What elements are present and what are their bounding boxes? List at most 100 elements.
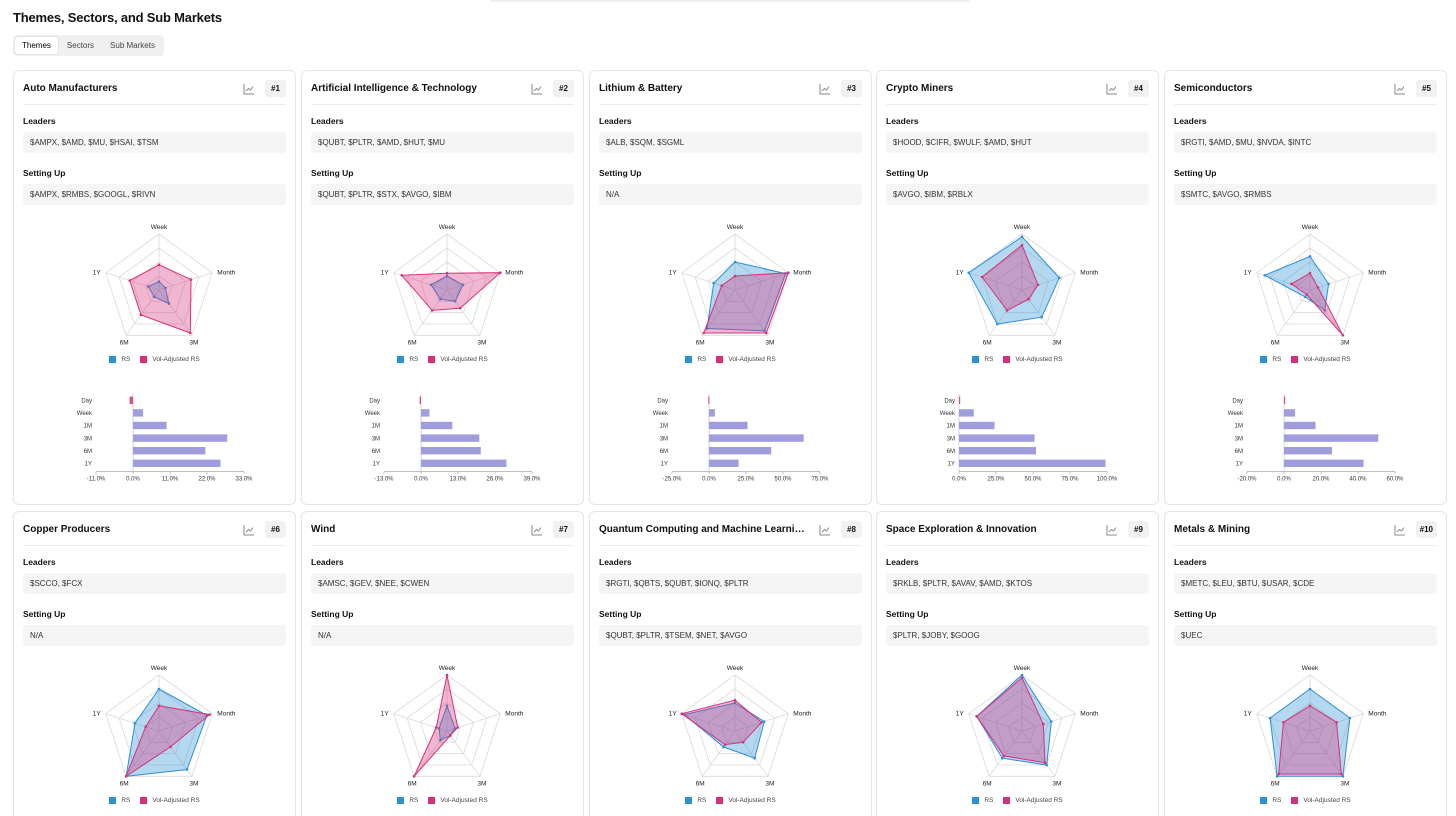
x-tick-label: 25.0% bbox=[737, 477, 755, 483]
rs-radar-point bbox=[1045, 763, 1048, 767]
card-header: Auto Manufacturers #1 bbox=[23, 79, 286, 105]
legend-rs[interactable]: RS bbox=[972, 356, 993, 363]
setting-up-tickers: $QUBT, $PLTR, $STX, $AVGO, $IBM bbox=[311, 184, 574, 205]
legend-vol-rs[interactable]: Vol-Adjusted RS bbox=[140, 356, 200, 363]
bar-category-label: 1M bbox=[660, 424, 668, 430]
theme-card[interactable]: Auto Manufacturers #1 Leaders $AMPX, $AM… bbox=[13, 70, 296, 505]
line-chart-icon[interactable] bbox=[242, 523, 256, 537]
line-chart-icon[interactable] bbox=[530, 82, 544, 96]
line-chart-icon[interactable] bbox=[1393, 82, 1407, 96]
radar-chart: Week Month 3M 6M 1Y bbox=[93, 665, 236, 787]
rs-bar-chart: Day Week 1M 3M 6M 1Y -13.0% 0.0% 13.0% 26.0% 39.0% bbox=[365, 394, 541, 483]
rs-radar-point bbox=[1341, 775, 1345, 778]
radar-legend: RS Vol-Adjusted RS bbox=[590, 356, 871, 363]
legend-vol-rs[interactable]: Vol-Adjusted RS bbox=[140, 797, 200, 804]
rs-radar-point bbox=[167, 302, 171, 305]
legend-vol-rs[interactable]: Vol-Adjusted RS bbox=[428, 797, 488, 804]
radar-axis-label: Month bbox=[217, 270, 235, 277]
line-chart-icon[interactable] bbox=[1105, 82, 1119, 96]
theme-card[interactable]: Artificial Intelligence & Technology #2 … bbox=[301, 70, 584, 505]
legend-rs[interactable]: RS bbox=[1260, 356, 1281, 363]
line-chart-icon[interactable] bbox=[818, 523, 832, 537]
legend-vol-rs[interactable]: Vol-Adjusted RS bbox=[1003, 797, 1063, 804]
radar-spoke bbox=[125, 730, 160, 777]
legend-rs[interactable]: RS bbox=[397, 356, 418, 363]
radar-spoke bbox=[105, 272, 160, 291]
legend-vol-rs[interactable]: Vol-Adjusted RS bbox=[716, 797, 776, 804]
line-chart-icon[interactable] bbox=[530, 523, 544, 537]
rank-badge: #1 bbox=[265, 80, 286, 97]
legend-rs[interactable]: RS bbox=[109, 356, 130, 363]
radar-axis-label: Month bbox=[793, 711, 811, 718]
bar-category-label: Week bbox=[653, 411, 669, 417]
rs-radar-point bbox=[439, 738, 442, 742]
theme-card[interactable]: Space Exploration & Innovation #9 Leader… bbox=[876, 511, 1159, 816]
rs-bar bbox=[419, 396, 421, 404]
vol-rs-radar-point bbox=[128, 279, 131, 282]
theme-card[interactable]: Semiconductors #5 Leaders $RGTI, $AMD, $… bbox=[1164, 70, 1447, 505]
card-title: Wind bbox=[311, 524, 336, 535]
legend-rs[interactable]: RS bbox=[685, 356, 706, 363]
legend-rs[interactable]: RS bbox=[685, 797, 706, 804]
leaders-label: Leaders bbox=[599, 116, 632, 126]
vol-rs-radar-point bbox=[1005, 309, 1009, 312]
radar-spoke bbox=[446, 289, 481, 336]
theme-card[interactable]: Quantum Computing and Machine Learning S… bbox=[589, 511, 872, 816]
bar-category-label: 3M bbox=[372, 436, 380, 442]
tab-sectors[interactable]: Sectors bbox=[66, 41, 95, 50]
legend-rs[interactable]: RS bbox=[397, 797, 418, 804]
line-chart-icon[interactable] bbox=[242, 82, 256, 96]
radar-axis-label: 6M bbox=[120, 339, 129, 346]
radar-grid-ring bbox=[1008, 716, 1036, 743]
vol-rs-radar-point bbox=[702, 331, 705, 335]
card-title: Copper Producers bbox=[23, 524, 111, 535]
vol-rs-radar-point bbox=[1340, 772, 1343, 776]
vol-rs-radar-point bbox=[1308, 271, 1312, 275]
rs-radar-point bbox=[1327, 282, 1330, 286]
legend-vol-rs[interactable]: Vol-Adjusted RS bbox=[1291, 356, 1351, 363]
radar-legend: RS Vol-Adjusted RS bbox=[302, 797, 583, 804]
tab-themes[interactable]: Themes bbox=[15, 37, 58, 54]
vol-rs-radar-point bbox=[435, 726, 438, 729]
legend-rs[interactable]: RS bbox=[972, 797, 993, 804]
line-chart-icon[interactable] bbox=[1105, 523, 1119, 537]
x-tick-label: 20.0% bbox=[1312, 477, 1330, 483]
rs-radar-area bbox=[968, 236, 1060, 325]
radar-grid-ring bbox=[1296, 716, 1324, 743]
rs-radar-point bbox=[445, 274, 449, 278]
rs-bar bbox=[959, 447, 1036, 455]
legend-rs-label: RS bbox=[121, 797, 131, 804]
legend-vol-rs[interactable]: Vol-Adjusted RS bbox=[1291, 797, 1351, 804]
radar-grid-ring bbox=[145, 716, 173, 743]
radar-axis-label: 3M bbox=[765, 339, 774, 346]
rs-swatch bbox=[1260, 797, 1268, 804]
theme-card[interactable]: Lithium & Battery #3 Leaders $ALB, $SQM,… bbox=[589, 70, 872, 505]
radar-grid-ring bbox=[994, 261, 1050, 314]
theme-card[interactable]: Wind #7 Leaders $AMSC, $GEV, $NEE, $CWEN… bbox=[301, 511, 584, 816]
vol-rs-radar-point bbox=[787, 271, 790, 274]
x-tick-label: 75.0% bbox=[811, 477, 829, 483]
rs-bar bbox=[709, 421, 748, 430]
theme-card[interactable]: Copper Producers #6 Leaders $SCCO, $FCX … bbox=[13, 511, 296, 816]
radar-spoke bbox=[158, 289, 193, 336]
legend-rs[interactable]: RS bbox=[109, 797, 130, 804]
line-chart-icon[interactable] bbox=[1393, 523, 1407, 537]
legend-vol-rs[interactable]: Vol-Adjusted RS bbox=[716, 356, 776, 363]
rs-bar bbox=[709, 447, 772, 455]
tab-sub-markets[interactable]: Sub Markets bbox=[110, 41, 155, 50]
line-chart-icon[interactable] bbox=[818, 82, 832, 96]
theme-card[interactable]: Metals & Mining #10 Leaders $METC, $LEU,… bbox=[1164, 511, 1447, 816]
leaders-tickers: $SCCO, $FCX bbox=[23, 573, 286, 594]
rs-radar-point bbox=[1308, 687, 1312, 691]
legend-vol-rs[interactable]: Vol-Adjusted RS bbox=[1003, 356, 1063, 363]
vol-rs-radar-point bbox=[720, 284, 723, 287]
radar-axis-label: 3M bbox=[1052, 780, 1061, 787]
rs-bar bbox=[709, 459, 739, 467]
radar-axis-label: Month bbox=[1368, 270, 1386, 277]
legend-vol-rs[interactable]: Vol-Adjusted RS bbox=[428, 356, 488, 363]
theme-card[interactable]: Crypto Miners #4 Leaders $HOOD, $CIFR, $… bbox=[876, 70, 1159, 505]
vol-rs-swatch bbox=[1291, 797, 1299, 804]
vol-rs-radar-point bbox=[157, 263, 161, 267]
legend-rs[interactable]: RS bbox=[1260, 797, 1281, 804]
rs-bar bbox=[133, 447, 206, 455]
